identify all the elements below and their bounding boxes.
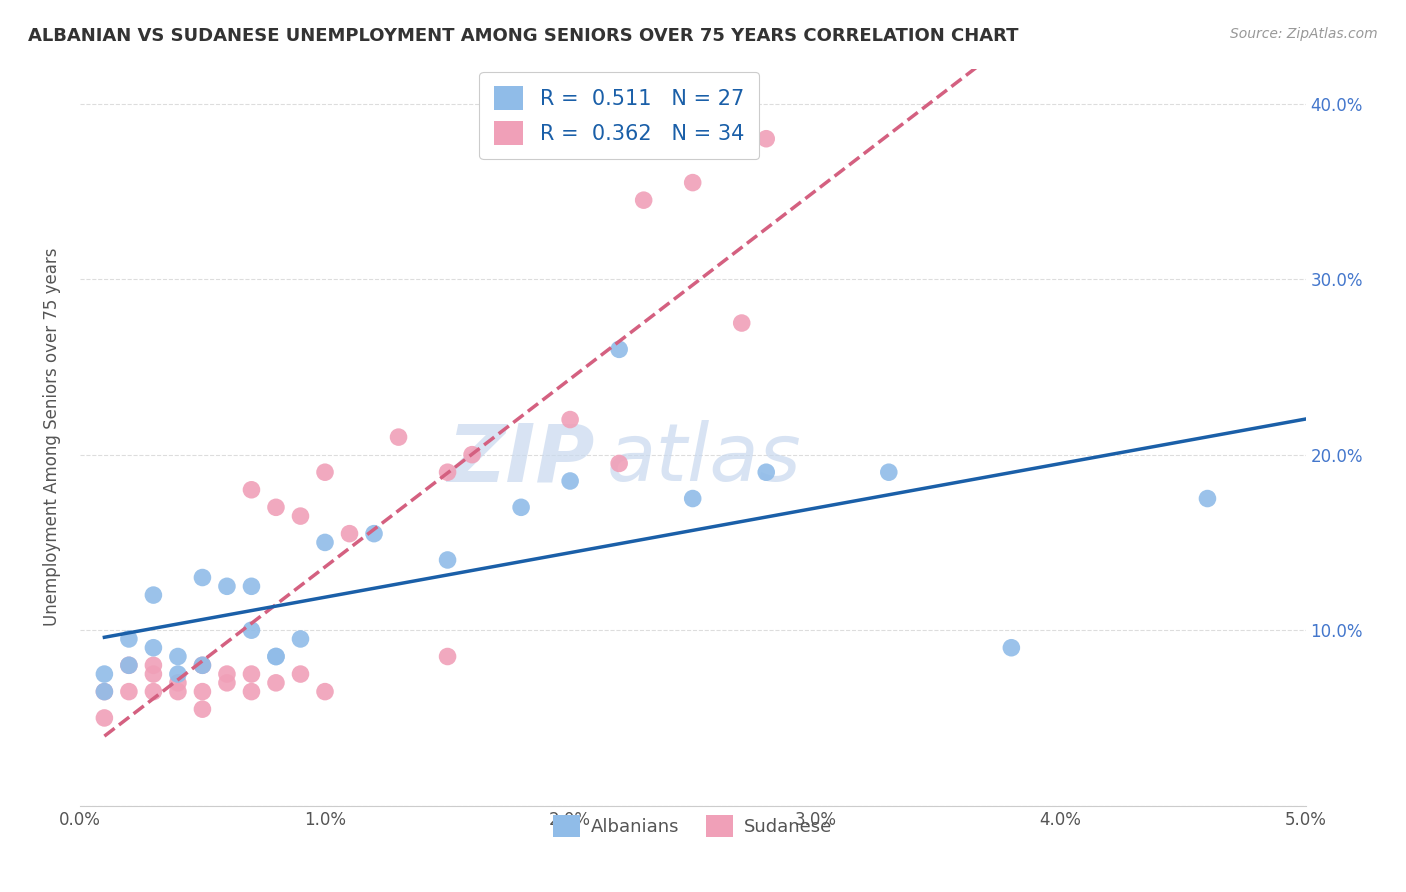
Point <box>264 649 287 664</box>
Point <box>387 430 409 444</box>
Point <box>290 632 312 646</box>
Point <box>167 676 190 690</box>
Point <box>118 658 141 673</box>
Legend: Albanians, Sudanese: Albanians, Sudanese <box>546 808 839 845</box>
Text: Source: ZipAtlas.com: Source: ZipAtlas.com <box>1230 27 1378 41</box>
Point <box>510 500 533 515</box>
Point <box>142 588 165 602</box>
Point <box>93 711 115 725</box>
Text: ALBANIAN VS SUDANESE UNEMPLOYMENT AMONG SENIORS OVER 75 YEARS CORRELATION CHART: ALBANIAN VS SUDANESE UNEMPLOYMENT AMONG … <box>28 27 1018 45</box>
Text: ZIP: ZIP <box>447 420 595 499</box>
Point <box>142 667 165 681</box>
Point <box>731 316 754 330</box>
Point <box>118 658 141 673</box>
Point <box>755 465 778 479</box>
Point <box>264 500 287 515</box>
Point <box>339 526 361 541</box>
Point <box>314 535 336 549</box>
Point <box>436 465 458 479</box>
Point <box>240 483 263 497</box>
Point <box>142 658 165 673</box>
Point <box>142 640 165 655</box>
Point <box>436 553 458 567</box>
Point <box>558 474 581 488</box>
Point <box>240 667 263 681</box>
Point <box>167 667 190 681</box>
Point <box>167 649 190 664</box>
Text: atlas: atlas <box>607 420 801 499</box>
Point <box>877 465 900 479</box>
Point <box>290 509 312 524</box>
Point <box>191 658 214 673</box>
Point <box>314 465 336 479</box>
Point <box>191 702 214 716</box>
Point <box>191 684 214 698</box>
Point <box>607 457 630 471</box>
Point <box>461 448 484 462</box>
Point <box>264 649 287 664</box>
Point <box>118 684 141 698</box>
Point <box>215 579 238 593</box>
Point <box>93 684 115 698</box>
Point <box>314 684 336 698</box>
Point <box>755 132 778 146</box>
Point <box>167 684 190 698</box>
Point <box>191 658 214 673</box>
Point <box>558 412 581 426</box>
Point <box>93 667 115 681</box>
Point <box>93 684 115 698</box>
Point <box>363 526 385 541</box>
Point <box>682 491 704 506</box>
Point <box>118 632 141 646</box>
Point <box>215 667 238 681</box>
Point <box>264 676 287 690</box>
Point <box>142 684 165 698</box>
Point <box>1197 491 1219 506</box>
Point <box>436 649 458 664</box>
Point <box>191 570 214 584</box>
Point <box>240 623 263 637</box>
Y-axis label: Unemployment Among Seniors over 75 years: Unemployment Among Seniors over 75 years <box>44 248 60 626</box>
Point <box>1000 640 1022 655</box>
Point <box>240 579 263 593</box>
Point <box>290 667 312 681</box>
Point <box>607 343 630 357</box>
Point <box>215 676 238 690</box>
Point <box>682 176 704 190</box>
Point <box>240 684 263 698</box>
Point <box>633 193 655 207</box>
